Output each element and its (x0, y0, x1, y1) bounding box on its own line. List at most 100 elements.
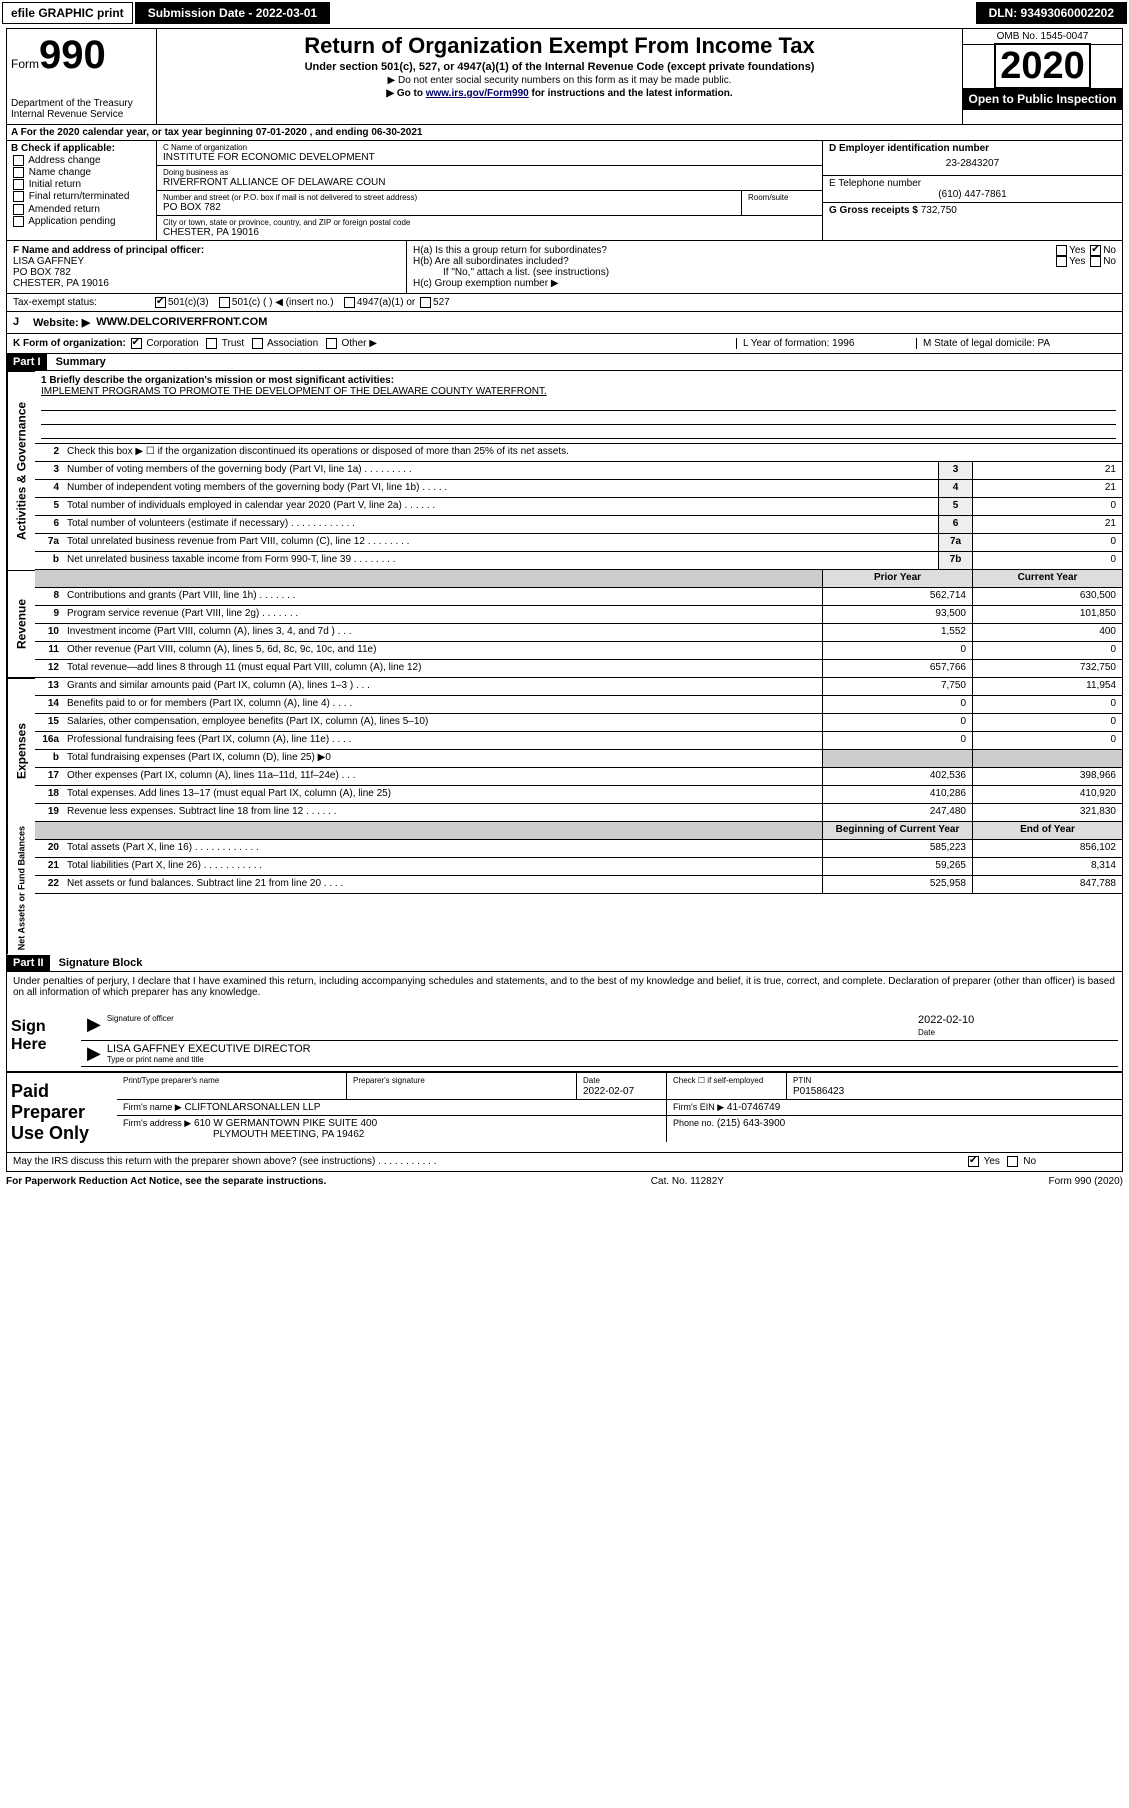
form-990: Form 990 Department of the Treasury Inte… (6, 28, 1123, 1172)
form-title: Return of Organization Exempt From Incom… (165, 33, 954, 59)
line-8: 8 Contributions and grants (Part VIII, l… (35, 588, 1122, 606)
tax-status-label: Tax-exempt status: (13, 297, 153, 308)
addr-value: PO BOX 782 (163, 202, 735, 213)
q1-mission: 1 Briefly describe the organization's mi… (35, 371, 1122, 444)
cat-no: Cat. No. 11282Y (651, 1176, 724, 1187)
ptin: P01586423 (793, 1086, 844, 1097)
tax-exempt-row: Tax-exempt status: 501(c)(3) 501(c) ( ) … (7, 294, 1122, 312)
arrow-icon: ▶ (81, 1043, 107, 1064)
ha-label: H(a) Is this a group return for subordin… (413, 245, 607, 256)
chk-corp[interactable] (131, 338, 142, 349)
tax-year: 2020 (994, 43, 1091, 89)
omb-year-box: OMB No. 1545-0047 2020 Open to Public In… (962, 29, 1122, 124)
row-a-tax-year: A For the 2020 calendar year, or tax yea… (7, 125, 1122, 141)
sig-date: 2022-02-10 (918, 1014, 974, 1026)
print-name-label: Type or print name and title (107, 1055, 1118, 1064)
gov-line-5: 5 Total number of individuals employed i… (35, 498, 1122, 516)
l-year: L Year of formation: 1996 (736, 338, 916, 349)
chk-other[interactable] (326, 338, 337, 349)
firm-addr1: 610 W GERMANTOWN PIKE SUITE 400 (194, 1118, 377, 1129)
form-title-block: Return of Organization Exempt From Incom… (157, 29, 962, 124)
discuss-no[interactable] (1007, 1156, 1018, 1167)
org-name-label: C Name of organization (163, 143, 816, 152)
chk-trust[interactable] (206, 338, 217, 349)
line-17: 17 Other expenses (Part IX, column (A), … (35, 768, 1122, 786)
col-h-group: H(a) Is this a group return for subordin… (407, 241, 1122, 293)
col-b-checkboxes: B Check if applicable: Address change Na… (7, 141, 157, 240)
rev-header-row: Prior Year Current Year (35, 570, 1122, 588)
penalty-text: Under penalties of perjury, I declare th… (7, 972, 1122, 1002)
side-revenue: Revenue (7, 570, 35, 678)
website-value: WWW.DELCORIVERFRONT.COM (96, 316, 267, 329)
mission-text: IMPLEMENT PROGRAMS TO PROMOTE THE DEVELO… (41, 386, 1116, 397)
chk-501c3[interactable] (155, 297, 166, 308)
form-subtitle: Under section 501(c), 527, or 4947(a)(1)… (165, 61, 954, 73)
gross-label: G Gross receipts $ (829, 205, 918, 216)
room-suite-label: Room/suite (742, 191, 822, 215)
footer: For Paperwork Reduction Act Notice, see … (0, 1174, 1129, 1189)
gov-line-7a: 7a Total unrelated business revenue from… (35, 534, 1122, 552)
efile-button[interactable]: efile GRAPHIC print (2, 2, 133, 24)
officer-addr1: PO BOX 782 (13, 267, 400, 278)
officer-addr2: CHESTER, PA 19016 (13, 278, 400, 289)
self-employed-chk[interactable]: Check ☐ if self-employed (673, 1076, 763, 1085)
net-header-row: Beginning of Current Year End of Year (35, 822, 1122, 840)
irs-label: Internal Revenue Service (11, 109, 152, 120)
chk-amended[interactable]: Amended return (11, 204, 152, 215)
firm-ein: 41-0746749 (727, 1102, 780, 1113)
dept-treasury: Department of the Treasury (11, 98, 152, 109)
line-11: 11 Other revenue (Part VIII, column (A),… (35, 642, 1122, 660)
fgh-block: F Name and address of principal officer:… (7, 241, 1122, 294)
form-number: 990 (39, 33, 106, 78)
chk-assoc[interactable] (252, 338, 263, 349)
sig-officer-label: Signature of officer (107, 1014, 174, 1038)
entity-block: B Check if applicable: Address change Na… (7, 141, 1122, 241)
chk-app-pending[interactable]: Application pending (11, 216, 152, 227)
gov-line-4: 4 Number of independent voting members o… (35, 480, 1122, 498)
form-version: Form 990 (2020) (1049, 1176, 1123, 1187)
chk-4947[interactable] (344, 297, 355, 308)
irs-link[interactable]: www.irs.gov/Form990 (426, 88, 529, 99)
arrow-icon: ▶ (81, 1014, 107, 1038)
col-f-officer: F Name and address of principal officer:… (7, 241, 407, 293)
line-15: 15 Salaries, other compensation, employe… (35, 714, 1122, 732)
submission-date-button[interactable]: Submission Date - 2022-03-01 (135, 2, 330, 24)
officer-name: LISA GAFFNEY (13, 256, 400, 267)
chk-initial-return[interactable]: Initial return (11, 179, 152, 190)
chk-address-change[interactable]: Address change (11, 155, 152, 166)
chk-501c[interactable] (219, 297, 230, 308)
tel-label: E Telephone number (829, 178, 1116, 189)
paid-preparer-label: Paid Preparer Use Only (7, 1073, 117, 1152)
k-row: K Form of organization: Corporation Trus… (7, 334, 1122, 354)
ein-label: D Employer identification number (829, 143, 1116, 154)
chk-527[interactable] (420, 297, 431, 308)
line-9: 9 Program service revenue (Part VIII, li… (35, 606, 1122, 624)
chk-name-change[interactable]: Name change (11, 167, 152, 178)
dba-value: RIVERFRONT ALLIANCE OF DELAWARE COUN (163, 177, 816, 188)
paid-preparer-block: Paid Preparer Use Only Print/Type prepar… (7, 1072, 1122, 1153)
line-16a: 16a Professional fundraising fees (Part … (35, 732, 1122, 750)
expenses-section: Expenses 13 Grants and similar amounts p… (7, 678, 1122, 822)
line-12: 12 Total revenue—add lines 8 through 11 … (35, 660, 1122, 678)
hb-answer: Yes No (1054, 256, 1116, 267)
instructions-link-row: ▶ Go to www.irs.gov/Form990 for instruct… (165, 88, 954, 99)
side-net-assets: Net Assets or Fund Balances (7, 822, 35, 954)
prep-date: 2022-02-07 (583, 1086, 634, 1097)
addr-label: Number and street (or P.O. box if mail i… (163, 193, 735, 202)
top-toolbar: efile GRAPHIC print Submission Date - 20… (0, 0, 1129, 26)
chk-final-return[interactable]: Final return/terminated (11, 191, 152, 202)
col-d-ein: D Employer identification number 23-2843… (822, 141, 1122, 240)
city-value: CHESTER, PA 19016 (163, 227, 816, 238)
line-18: 18 Total expenses. Add lines 13–17 (must… (35, 786, 1122, 804)
firm-name: CLIFTONLARSONALLEN LLP (184, 1102, 320, 1113)
m-state: M State of legal domicile: PA (916, 338, 1116, 349)
discuss-yes[interactable] (968, 1156, 979, 1167)
line-20: 20 Total assets (Part X, line 16) . . . … (35, 840, 1122, 858)
city-label: City or town, state or province, country… (163, 218, 816, 227)
col-b-header: B Check if applicable: (11, 143, 152, 154)
line-13: 13 Grants and similar amounts paid (Part… (35, 678, 1122, 696)
hc-label: H(c) Group exemption number ▶ (413, 278, 1116, 289)
col-c-org: C Name of organization INSTITUTE FOR ECO… (157, 141, 822, 240)
end-year-hdr: End of Year (972, 822, 1122, 839)
dln-button[interactable]: DLN: 93493060002202 (976, 2, 1127, 24)
